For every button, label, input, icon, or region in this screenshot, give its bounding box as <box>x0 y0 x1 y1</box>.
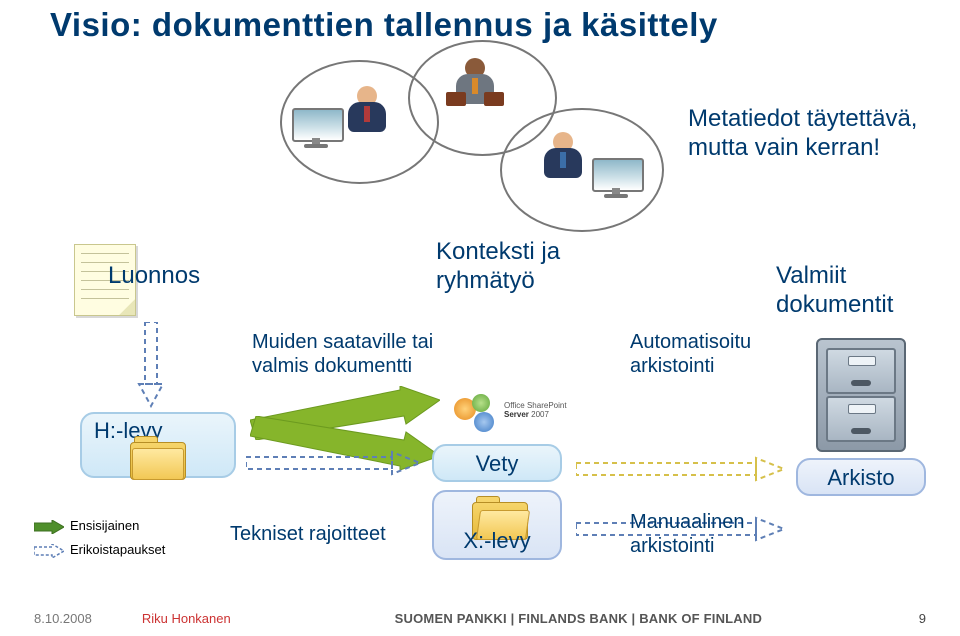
h-levy-box: H:-levy <box>80 412 236 478</box>
sharepoint-text: Office SharePointServer 2007 <box>504 402 567 420</box>
ensisijainen-label: Ensisijainen <box>70 518 139 533</box>
valmiit-label: Valmiit dokumentit <box>776 262 893 320</box>
dashed-arrow-right-icon <box>576 456 786 482</box>
footer-page: 9 <box>919 611 926 626</box>
footer-org: SUOMEN PANKKI | FINLANDS BANK | BANK OF … <box>395 611 762 626</box>
text-line: Automatisoitu <box>630 331 751 353</box>
text-line: Valmiit <box>776 262 846 289</box>
arkisto-box: Arkisto <box>796 458 926 496</box>
person-icon <box>344 86 390 142</box>
footer: 8.10.2008 Riku Honkanen SUOMEN PANKKI | … <box>34 611 926 626</box>
automatisoitu-label: Automatisoitu arkistointi <box>630 330 751 378</box>
muiden-label: Muiden saataville tai valmis dokumentti <box>252 330 433 378</box>
filing-cabinet-icon <box>816 338 906 452</box>
folder-icon <box>130 436 184 478</box>
arkisto-label: Arkisto <box>798 465 924 491</box>
text-line: dokumentit <box>776 291 893 318</box>
person-icon <box>540 132 586 188</box>
person-icon <box>452 58 498 114</box>
dashed-arrow-down-icon <box>136 322 166 408</box>
vety-box: Vety <box>432 444 562 482</box>
monitor-icon <box>592 158 640 198</box>
erikoistapaukset-label: Erikoistapaukset <box>70 542 165 557</box>
outline-arrow-right-icon <box>34 544 64 558</box>
footer-author: Riku Honkanen <box>142 611 231 626</box>
text-line: ryhmätyö <box>436 267 535 294</box>
text-line: mutta vain kerran! <box>688 134 880 161</box>
footer-date: 8.10.2008 <box>34 611 92 626</box>
tekniset-label: Tekniset rajoitteet <box>230 522 386 546</box>
sharepoint-icon <box>450 394 500 438</box>
page-title: Visio: dokumenttien tallennus ja käsitte… <box>50 6 718 44</box>
text-line: arkistointi <box>630 355 714 377</box>
x-levy-box: X:-levy <box>432 490 562 560</box>
manuaalinen-label: Manuaalinenarkistointi <box>630 510 745 558</box>
dashed-arrow-right-icon <box>246 450 422 476</box>
text-line: Konteksti ja <box>436 238 560 265</box>
text-line: valmis dokumentti <box>252 355 412 377</box>
konteksti-label: Konteksti ja ryhmätyö <box>436 238 560 296</box>
monitor-icon <box>292 108 340 148</box>
vety-label: Vety <box>434 451 560 477</box>
luonnos-label: Luonnos <box>108 262 200 291</box>
text-line: Metatiedot täytettävä, <box>688 105 917 132</box>
outline-arrow-right-icon <box>34 520 64 534</box>
metadata-note: Metatiedot täytettävä, mutta vain kerran… <box>688 105 917 163</box>
x-levy-label: X:-levy <box>434 528 560 554</box>
text-line: Muiden saataville tai <box>252 331 433 353</box>
